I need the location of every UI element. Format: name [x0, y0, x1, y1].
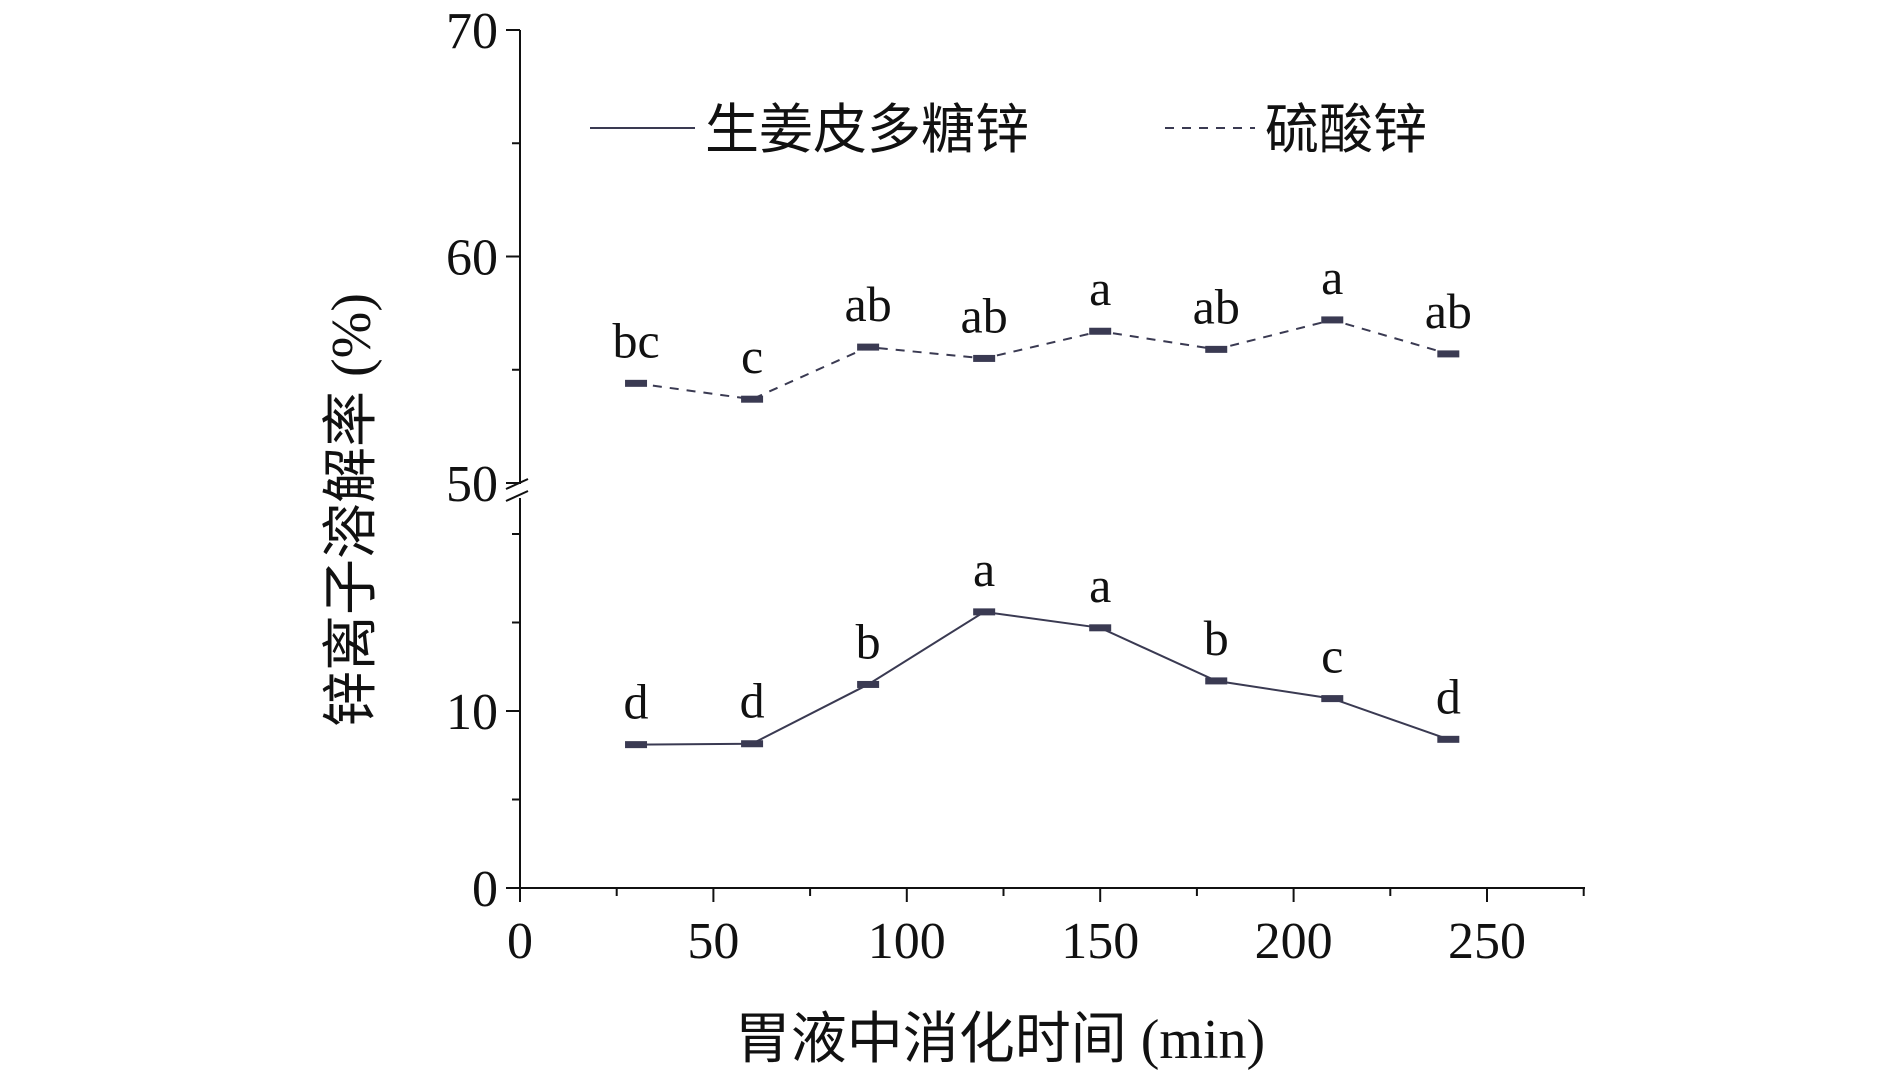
- legend-label-polysaccharide-zinc: 生姜皮多糖锌: [705, 98, 1029, 161]
- series-line-zinc-sulfate: [635, 318, 1449, 401]
- legend-label-zinc-sulfate: 硫酸锌: [1265, 98, 1427, 161]
- data-point-marker: [625, 379, 648, 387]
- data-point-marker: [1205, 677, 1228, 685]
- y-axis: 0 10 50 60 70: [446, 3, 529, 918]
- significance-label: a: [1321, 249, 1343, 305]
- x-tick-label: 150: [1061, 913, 1139, 970]
- data-point-marker: [741, 395, 764, 403]
- significance-label: b: [856, 613, 881, 669]
- y-tick-label: 10: [446, 684, 498, 741]
- significance-label: c: [1321, 628, 1343, 684]
- x-tick-label: 50: [687, 913, 739, 970]
- significance-label: a: [1089, 557, 1111, 613]
- y-tick-label: 70: [446, 3, 498, 60]
- data-point-marker: [1205, 345, 1228, 353]
- data-point-marker: [857, 343, 880, 351]
- y-tick-label: 0: [472, 861, 498, 918]
- data-point-marker: [1089, 327, 1112, 335]
- legend: 生姜皮多糖锌 硫酸锌: [590, 98, 1427, 161]
- data-point-marker: [1089, 624, 1112, 632]
- significance-label: bc: [612, 312, 659, 368]
- significance-label: ab: [961, 287, 1008, 343]
- data-point-marker: [1321, 695, 1344, 703]
- y-tick-label: 60: [446, 230, 498, 287]
- significance-label: ab: [845, 276, 892, 332]
- x-tick-label: 100: [868, 913, 946, 970]
- data-point-marker: [1437, 350, 1460, 358]
- y-tick-label: 50: [446, 456, 498, 513]
- significance-label: a: [1089, 260, 1111, 316]
- data-point-marker: [857, 680, 880, 688]
- x-axis-title: 胃液中消化时间 (min): [735, 1009, 1265, 1071]
- significance-label: ab: [1425, 283, 1472, 339]
- significance-label: b: [1204, 610, 1229, 666]
- x-tick-label: 250: [1448, 913, 1526, 970]
- axis-break-mark: [505, 490, 529, 502]
- significance-label: d: [740, 673, 765, 729]
- x-tick-label: 200: [1255, 913, 1333, 970]
- y-axis-title: 锌离子溶解率 (%): [321, 293, 383, 727]
- data-point-marker: [1321, 316, 1344, 324]
- significance-label: d: [1436, 668, 1461, 724]
- series-line-polysaccharide-zinc: [636, 610, 1449, 746]
- data-point-marker: [625, 741, 648, 749]
- significance-label: d: [624, 674, 649, 730]
- significance-label: c: [741, 328, 763, 384]
- significance-label: a: [973, 541, 995, 597]
- significance-label: ab: [1193, 278, 1240, 334]
- data-point-marker: [973, 354, 996, 362]
- data-point-marker: [741, 740, 764, 748]
- x-tick-label: 0: [507, 913, 533, 970]
- data-point-marker: [1437, 735, 1460, 743]
- data-point-marker: [973, 608, 996, 616]
- x-axis: 0 50 100 150 200 250: [507, 887, 1585, 970]
